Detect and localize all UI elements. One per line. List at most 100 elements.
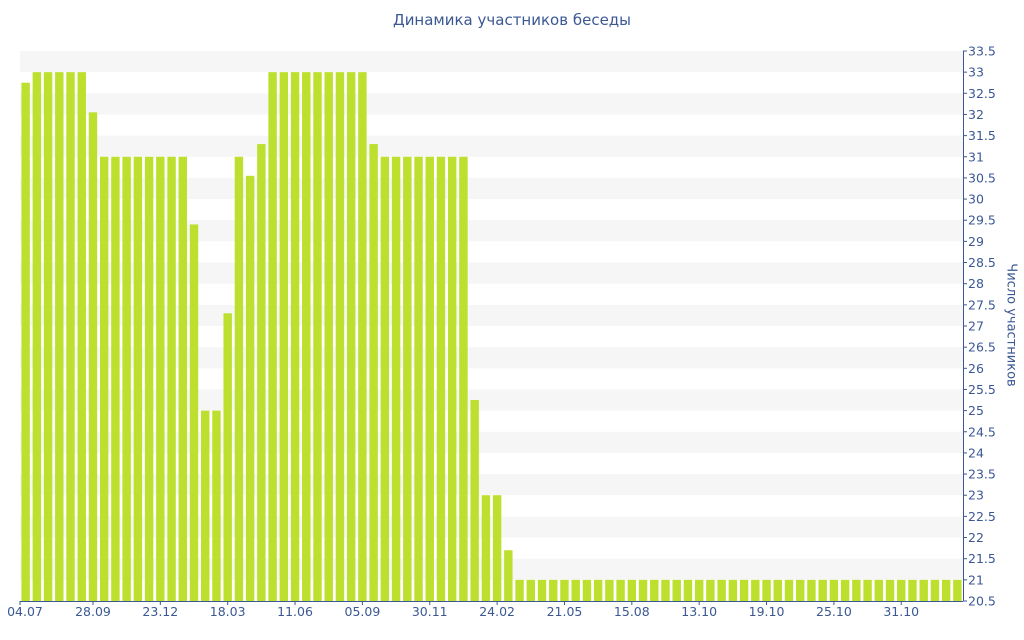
y-tick-label: 25 xyxy=(968,403,984,418)
y-tick-label: 24.5 xyxy=(968,424,996,439)
bar xyxy=(88,112,98,601)
bar xyxy=(941,579,951,601)
bar xyxy=(571,579,580,601)
bar xyxy=(852,579,861,601)
bar xyxy=(212,410,221,601)
bar xyxy=(526,579,536,601)
x-tick-label: 30.11 xyxy=(412,604,448,619)
y-tick-label: 28 xyxy=(968,276,984,291)
x-tick-label: 05.09 xyxy=(345,604,381,619)
x-tick-label: 24.02 xyxy=(479,604,515,619)
y-tick-label: 33.5 xyxy=(968,44,996,59)
x-tick-label: 04.07 xyxy=(7,604,43,619)
bar xyxy=(21,82,30,601)
grid-band xyxy=(20,220,963,242)
bar xyxy=(582,579,592,601)
bar xyxy=(470,400,479,601)
bar xyxy=(380,156,390,601)
y-tick-label: 32.5 xyxy=(968,86,996,101)
bar xyxy=(178,156,187,601)
bar xyxy=(863,579,872,601)
y-tick-label: 23 xyxy=(968,488,984,503)
bar xyxy=(930,579,940,601)
bar xyxy=(55,72,64,601)
bar xyxy=(144,156,154,601)
y-tick-label: 31 xyxy=(968,149,984,164)
bar xyxy=(257,144,266,602)
bar xyxy=(324,72,333,601)
y-tick-label: 26.5 xyxy=(968,340,996,355)
bar xyxy=(189,224,199,601)
x-tick-label: 11.06 xyxy=(277,604,313,619)
bar xyxy=(919,579,928,601)
bar xyxy=(537,579,547,601)
bar xyxy=(111,156,120,601)
y-tick-label: 26 xyxy=(968,361,984,376)
x-tick-label: 13.10 xyxy=(681,604,717,619)
bar xyxy=(818,579,827,601)
bar xyxy=(414,156,423,601)
bar xyxy=(605,579,614,601)
bar xyxy=(43,72,53,601)
bar xyxy=(133,156,143,601)
grid-band xyxy=(20,347,963,369)
bar xyxy=(627,579,637,601)
y-tick-label: 30.5 xyxy=(968,170,996,185)
bar xyxy=(245,175,255,602)
grid-band xyxy=(20,135,963,157)
bar xyxy=(167,156,176,601)
y-tick-label: 27 xyxy=(968,319,984,334)
bar xyxy=(683,579,693,601)
bar xyxy=(346,72,356,601)
bar xyxy=(122,156,131,601)
grid-band xyxy=(20,558,963,580)
bar xyxy=(369,144,378,602)
bar xyxy=(717,579,726,601)
bar xyxy=(874,579,884,601)
y-tick-label: 28.5 xyxy=(968,255,996,270)
y-tick-label: 31.5 xyxy=(968,128,996,143)
y-tick-label: 30 xyxy=(968,192,984,207)
bar xyxy=(403,156,412,601)
bar xyxy=(908,579,917,601)
y-tick-label: 33 xyxy=(968,65,984,80)
grid-band xyxy=(20,177,963,200)
y-tick-label: 24 xyxy=(968,445,984,460)
x-tick-label: 21.05 xyxy=(547,604,583,619)
y-axis-label: Число участников xyxy=(1003,263,1019,387)
grid-band xyxy=(20,51,963,73)
bar xyxy=(897,579,906,601)
grid-band xyxy=(20,516,963,538)
bar xyxy=(885,579,895,601)
bar xyxy=(313,72,322,601)
x-tick-label: 25.10 xyxy=(816,604,852,619)
bar xyxy=(560,579,569,601)
grid-band xyxy=(20,431,963,453)
x-tick-label: 19.10 xyxy=(749,604,785,619)
bar xyxy=(739,579,749,601)
x-tick-label: 31.10 xyxy=(883,604,919,619)
bar xyxy=(358,72,367,601)
bar xyxy=(616,579,625,601)
bar xyxy=(840,579,850,601)
bar xyxy=(504,550,513,601)
bar xyxy=(593,579,603,601)
y-tick-label: 20.5 xyxy=(968,594,996,609)
bar xyxy=(66,72,75,601)
bar xyxy=(661,579,670,601)
bar xyxy=(694,579,704,601)
grid-band xyxy=(20,262,963,284)
bar xyxy=(234,156,244,601)
grid-band xyxy=(20,304,963,326)
y-tick-label: 22 xyxy=(968,530,984,545)
bar xyxy=(672,579,681,601)
bar xyxy=(290,72,300,601)
bar xyxy=(447,156,457,601)
bar xyxy=(77,72,86,601)
y-tick-label: 25.5 xyxy=(968,382,996,397)
bar xyxy=(784,579,794,601)
bar xyxy=(156,156,165,601)
chart-title: Динамика участников беседы xyxy=(392,11,632,29)
y-tick-label: 29 xyxy=(968,234,984,249)
bar xyxy=(728,579,738,601)
